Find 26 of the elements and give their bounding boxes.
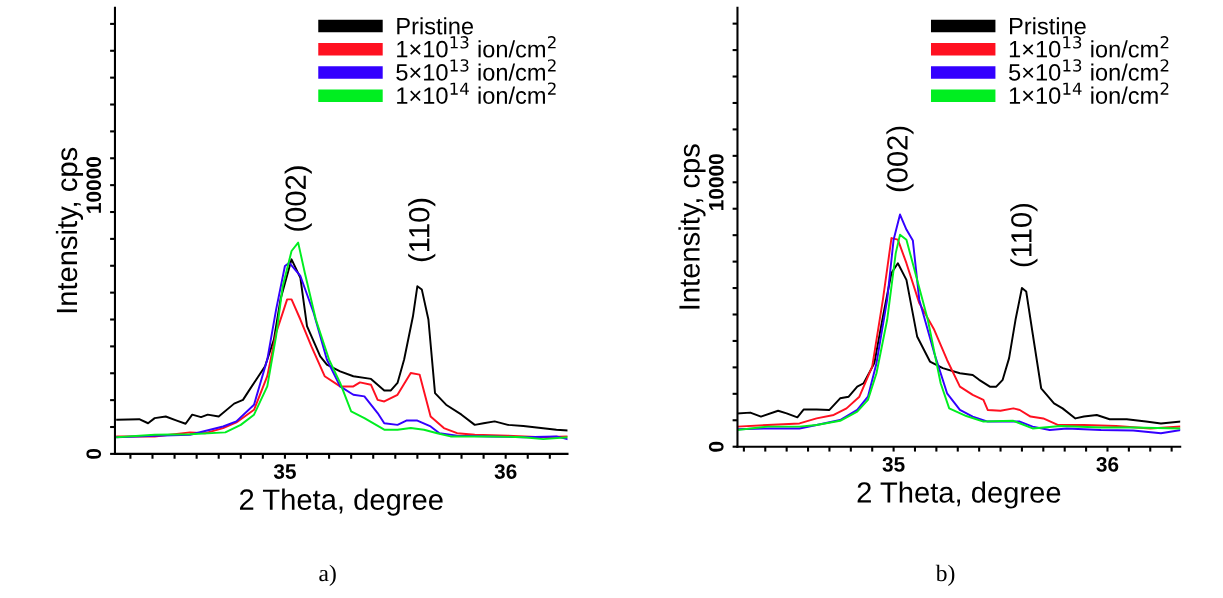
y-tick-label: 10000 bbox=[86, 157, 102, 213]
legend-label: Pristine bbox=[397, 17, 474, 35]
text: a) bbox=[319, 564, 336, 587]
annotation: (002) bbox=[886, 126, 914, 192]
x-tick-label: 36 bbox=[1096, 456, 1119, 472]
x-tick-label: 35 bbox=[882, 456, 905, 472]
x-axis-title: 2 Theta, degree bbox=[857, 481, 1061, 509]
x-axis-title: 2 Theta, degree bbox=[239, 488, 443, 516]
legend-label: 5×10$^{13}$ ion/cm$^{2}$ bbox=[396, 59, 556, 81]
legend-label: Pristine bbox=[1010, 17, 1086, 35]
annotation: (002) bbox=[284, 166, 312, 231]
text: b) bbox=[935, 564, 955, 587]
y-tick-label: 0 bbox=[708, 441, 724, 452]
annotation: (110) bbox=[408, 198, 436, 262]
y-axis-title: Intensity, cps bbox=[55, 147, 84, 313]
legend-label: 1×10$^{14}$ ion/cm$^{2}$ bbox=[397, 82, 556, 104]
x-tick-label: 35 bbox=[273, 464, 296, 479]
y-axis-title: Intensity, cps bbox=[678, 144, 706, 309]
legend-label: 1×10$^{13}$ ion/cm$^{2}$ bbox=[1009, 36, 1169, 58]
x-tick-label: 36 bbox=[494, 464, 517, 479]
legend-label: 1×10$^{14}$ ion/cm$^{2}$ bbox=[1009, 82, 1169, 104]
legend-label: 5×10$^{13}$ ion/cm$^{2}$ bbox=[1009, 59, 1169, 81]
y-tick-label: 0 bbox=[86, 448, 102, 459]
legend-label: 1×10$^{13}$ ion/cm$^{2}$ bbox=[397, 36, 556, 58]
y-tick-label: 10000 bbox=[708, 154, 724, 210]
annotation: (110) bbox=[1010, 203, 1038, 267]
